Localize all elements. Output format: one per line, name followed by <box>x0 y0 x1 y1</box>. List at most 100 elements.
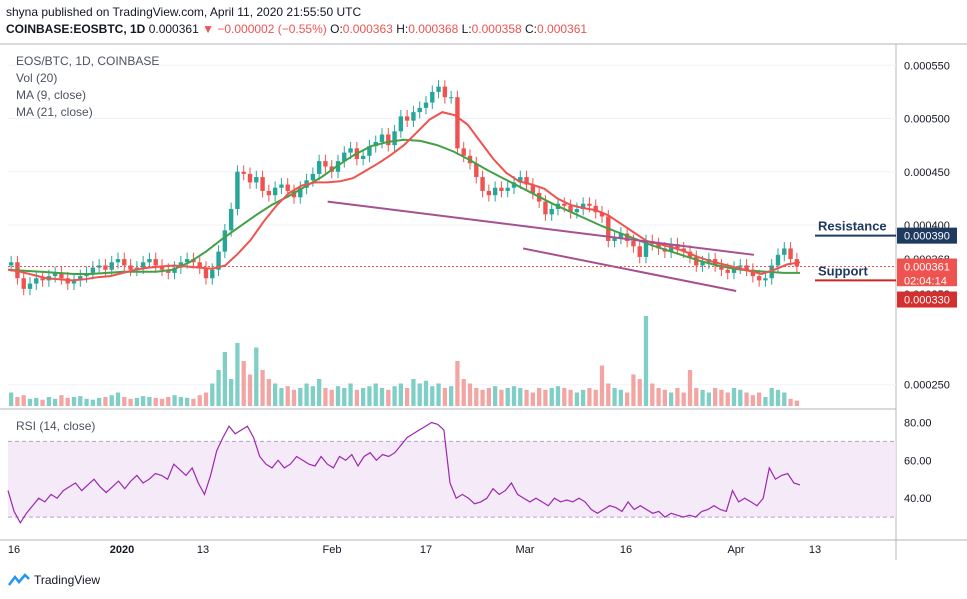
candle-body <box>562 203 567 206</box>
volume-bar <box>361 388 366 406</box>
volume-bar <box>423 380 429 406</box>
candle-body <box>574 209 580 213</box>
tradingview-logo-icon <box>8 573 30 586</box>
high-value: 0.000368 <box>408 22 459 36</box>
volume-bar <box>524 389 529 406</box>
volume-bar <box>411 379 416 406</box>
change-value: −0.000002 (−0.55%) <box>217 22 327 36</box>
volume-bar <box>185 397 190 406</box>
last-price: 0.000361 <box>148 22 199 36</box>
volume-bar <box>643 316 649 406</box>
price-tick-label: 0.000250 <box>904 380 950 392</box>
ohlc-bar: COINBASE:EOSBTC, 1D 0.000361 ▼ −0.000002… <box>6 21 587 37</box>
volume-bar <box>769 388 774 406</box>
candle-body <box>140 262 146 268</box>
volume-bar <box>738 389 743 406</box>
candle-body <box>430 91 435 103</box>
price-tag-label: 0.000390 <box>904 231 950 243</box>
legend-volume: Vol (20) <box>16 71 58 85</box>
volume-bar <box>530 392 535 406</box>
candle-body <box>455 97 460 149</box>
channel-lower-line <box>522 247 737 292</box>
candle-body <box>587 203 592 206</box>
candle-body <box>210 269 215 279</box>
rsi-line <box>7 421 801 524</box>
candle-body <box>310 173 316 181</box>
volume-bar <box>467 383 473 406</box>
price-tick-label: 0.000500 <box>904 114 950 126</box>
volume-bar <box>335 386 341 406</box>
volume-bar <box>128 398 133 406</box>
volume-bar <box>763 397 768 406</box>
candle-body <box>172 267 177 273</box>
support-label: Support <box>818 263 868 278</box>
volume-bar <box>260 370 265 406</box>
candle-body <box>285 184 290 191</box>
volume-bar <box>794 400 799 406</box>
candle-body <box>398 116 404 132</box>
candle-body <box>719 265 724 270</box>
volume-bar <box>59 395 64 406</box>
tradingview-footer[interactable]: TradingView <box>8 573 100 587</box>
rsi-band <box>8 441 896 518</box>
volume-bar <box>744 392 749 406</box>
candle-body <box>775 254 781 266</box>
volume-bar <box>505 388 510 406</box>
candle-body <box>386 134 391 146</box>
candle-body <box>197 262 202 268</box>
legend-ma9: MA (9, close) <box>16 88 87 102</box>
candle-body <box>166 269 171 273</box>
volume-bar <box>65 397 70 406</box>
price-tick-label: 0.000550 <box>904 60 950 72</box>
low-label: L: <box>461 22 472 36</box>
volume-bar <box>788 398 793 406</box>
price-tag-label: 0.000330 <box>904 295 950 307</box>
volume-bar <box>317 379 322 406</box>
candle-body <box>656 244 661 249</box>
volume-bar <box>134 397 139 406</box>
candle-body <box>279 184 284 188</box>
candle-body <box>103 265 108 270</box>
volume-bar <box>625 392 630 406</box>
candle-body <box>474 163 479 178</box>
candle-body <box>543 201 548 215</box>
channel-upper-line <box>327 200 755 256</box>
candle-body <box>8 262 14 266</box>
time-tick-label: Mar <box>516 544 535 556</box>
indicator-legend: EOS/BTC, 1D, COINBASE Vol (20) MA (9, cl… <box>16 53 159 121</box>
volume-bar <box>229 379 234 406</box>
candle-body <box>782 248 787 255</box>
candle-body <box>216 251 221 270</box>
volume-bar <box>606 383 611 406</box>
volume-bar <box>46 397 51 406</box>
candle-body <box>681 248 686 252</box>
candle-body <box>247 173 253 183</box>
volume-bar <box>9 392 14 406</box>
legend-ma21: MA (21, close) <box>16 105 93 119</box>
candle-body <box>788 248 793 260</box>
candle-body <box>27 283 33 289</box>
candle-body <box>593 205 598 213</box>
volume-bar <box>298 388 303 406</box>
price-tick-label: 0.000450 <box>904 167 950 179</box>
volume-bar <box>574 392 579 406</box>
volume-bar <box>461 379 466 406</box>
volume-bar <box>367 386 372 406</box>
price-tag-label: 02:04:14 <box>904 275 947 287</box>
volume-bar <box>694 388 699 406</box>
low-value: 0.000358 <box>471 22 522 36</box>
candle-body <box>499 187 504 191</box>
open-value: 0.000363 <box>342 22 393 36</box>
candle-body <box>675 244 680 249</box>
publish-text: shyna published on TradingView.com, Apri… <box>6 5 362 19</box>
candle-body <box>260 177 265 191</box>
volume-bar <box>348 383 353 406</box>
volume-bar <box>593 389 598 406</box>
candle-body <box>436 86 441 92</box>
candle-body <box>96 265 102 268</box>
volume-bar <box>398 383 403 406</box>
candle-body <box>411 112 416 121</box>
volume-bar <box>543 389 548 406</box>
candle-body <box>392 131 397 146</box>
